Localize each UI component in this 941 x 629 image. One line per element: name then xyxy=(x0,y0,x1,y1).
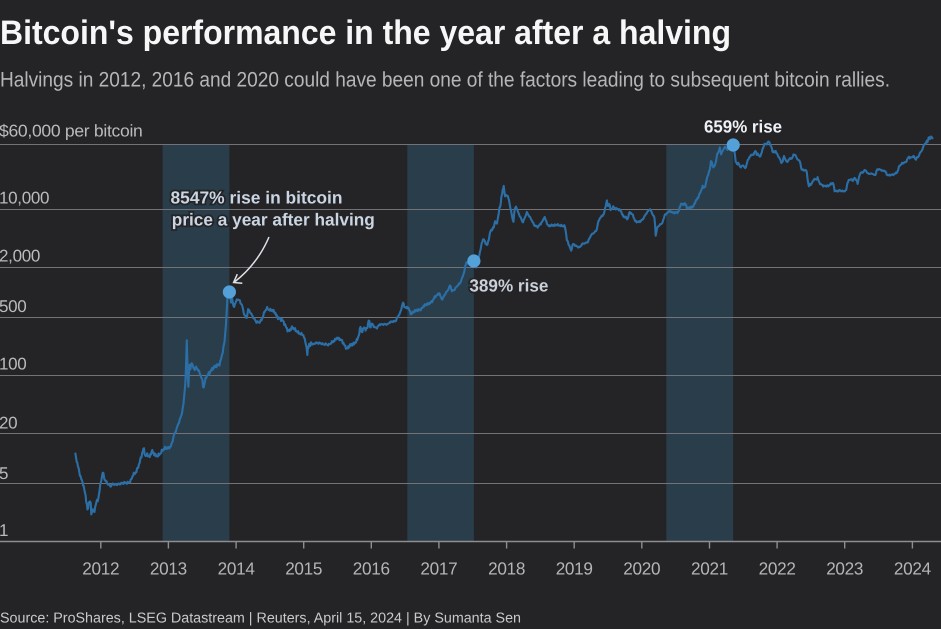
svg-text:2012: 2012 xyxy=(82,559,119,579)
svg-text:Source: ProShares, LSEG Datast: Source: ProShares, LSEG Datastream | Reu… xyxy=(0,611,521,627)
svg-text:1: 1 xyxy=(0,521,8,540)
svg-text:5: 5 xyxy=(0,464,8,483)
svg-text:Bitcoin's performance in the y: Bitcoin's performance in the year after … xyxy=(0,14,731,52)
svg-text:2018: 2018 xyxy=(488,559,525,579)
svg-text:2020: 2020 xyxy=(623,559,661,579)
svg-text:Halvings in 2012, 2016 and 202: Halvings in 2012, 2016 and 2020 could ha… xyxy=(0,68,890,91)
svg-text:price a year after halving: price a year after halving xyxy=(172,210,375,230)
svg-text:2019: 2019 xyxy=(556,559,593,579)
svg-text:2014: 2014 xyxy=(218,559,256,579)
svg-text:2024: 2024 xyxy=(894,559,932,579)
svg-text:2022: 2022 xyxy=(759,559,796,579)
svg-text:500: 500 xyxy=(0,297,26,316)
svg-text:2,000: 2,000 xyxy=(0,247,40,266)
svg-text:659% rise: 659% rise xyxy=(704,117,782,137)
svg-text:10,000: 10,000 xyxy=(0,189,49,208)
svg-text:$60,000 per bitcoin: $60,000 per bitcoin xyxy=(0,122,143,141)
svg-text:2015: 2015 xyxy=(285,559,322,579)
svg-text:2021: 2021 xyxy=(691,559,728,579)
svg-text:20: 20 xyxy=(0,414,17,433)
svg-text:2016: 2016 xyxy=(353,559,390,579)
svg-text:8547% rise in bitcoin: 8547% rise in bitcoin xyxy=(171,187,343,207)
svg-text:389% rise: 389% rise xyxy=(469,276,548,296)
svg-text:2017: 2017 xyxy=(420,559,457,579)
svg-text:2013: 2013 xyxy=(150,559,187,579)
svg-text:2023: 2023 xyxy=(826,559,863,579)
svg-text:100: 100 xyxy=(0,355,26,374)
